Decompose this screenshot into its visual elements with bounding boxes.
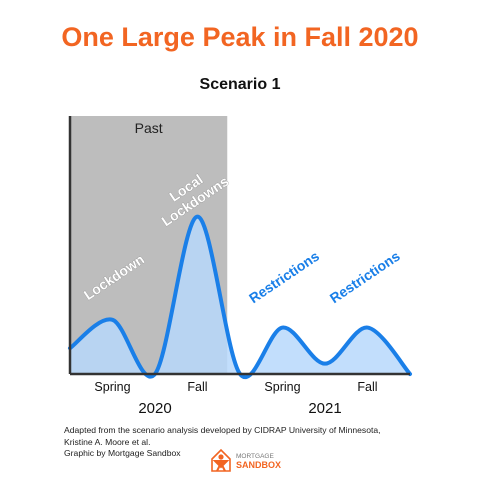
annotation-label: Restrictions (327, 248, 403, 307)
credit-text: Adapted from the scenario analysis devel… (64, 425, 381, 460)
credit-line-3: Graphic by Mortgage Sandbox (64, 448, 181, 458)
past-label: Past (135, 120, 163, 136)
series-area (70, 216, 410, 378)
mortgage-sandbox-logo: MORTGAGE SANDBOX (211, 448, 281, 472)
house-person-icon (211, 448, 231, 472)
credit-line-2: Kristine A. Moore et al. (64, 436, 151, 447)
series-line (68, 214, 412, 379)
logo-text-bottom: SANDBOX (236, 460, 281, 470)
x-tick-label: Fall (187, 380, 207, 394)
chart-subtitle: Scenario 1 (199, 76, 281, 93)
x-year-label: 2020 (138, 400, 171, 417)
credit-line-1: Adapted from the scenario analysis devel… (64, 425, 381, 435)
logo-text-top: MORTGAGE (236, 453, 274, 460)
x-tick-label: Fall (357, 380, 377, 394)
annotation-label: Restrictions (246, 248, 322, 307)
x-tick-label: Spring (94, 380, 130, 394)
chart-title: One Large Peak in Fall 2020 (61, 22, 419, 52)
x-year-label: 2021 (308, 400, 341, 417)
x-tick-label: Spring (264, 380, 300, 394)
